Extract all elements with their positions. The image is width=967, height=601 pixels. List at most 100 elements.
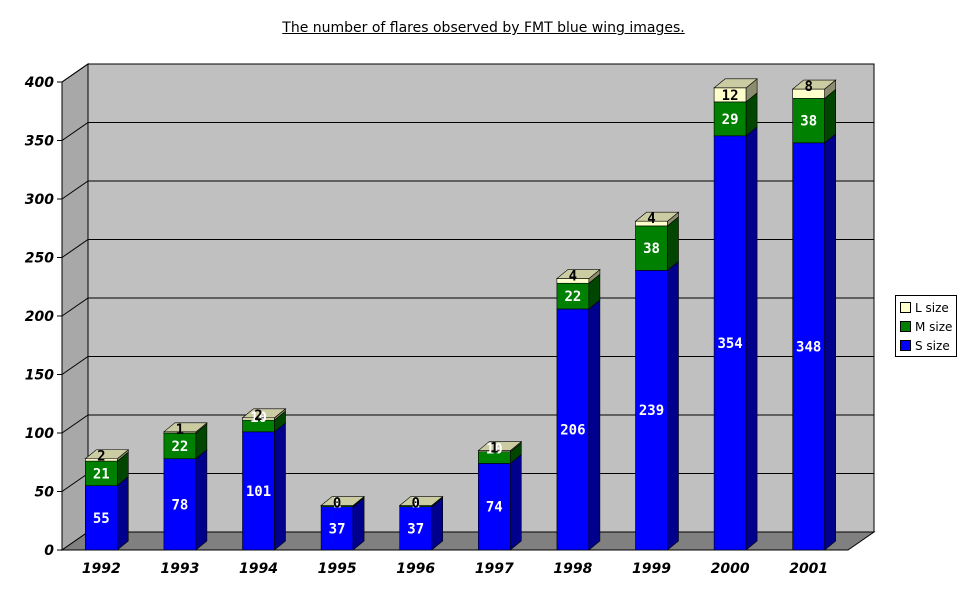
bar-side <box>588 299 601 551</box>
legend-label: L size <box>915 300 949 315</box>
bar-side <box>745 126 758 551</box>
bars <box>84 78 837 551</box>
bar-segment <box>713 78 758 103</box>
gridline <box>61 122 874 141</box>
data-label: 1 <box>411 496 419 512</box>
data-label: 101 <box>246 484 271 500</box>
bar-side <box>667 260 679 551</box>
legend: L size M size S size <box>895 295 957 357</box>
x-tick-label: 2001 <box>789 561 828 577</box>
gridline <box>61 180 874 200</box>
bar-top <box>398 496 444 506</box>
data-label: 0 <box>333 496 341 512</box>
gridline <box>61 297 874 317</box>
bar-segment <box>635 260 679 551</box>
bar-segment <box>556 299 601 551</box>
y-tick-label: 150 <box>25 368 54 384</box>
y-axis: 0 50 100 150 200 250 300 350 400 <box>24 75 63 559</box>
legend-item: S size <box>900 336 956 355</box>
data-label: 348 <box>796 339 821 355</box>
x-tick-label: 1993 <box>160 561 199 577</box>
bar-segment <box>399 497 444 551</box>
bar-front <box>242 431 275 551</box>
bar-segment <box>556 273 601 310</box>
y-tick-label: 100 <box>25 426 54 442</box>
y-tick-label: 400 <box>24 75 54 91</box>
data-label: 2 <box>254 408 262 424</box>
data-label: 37 <box>407 521 424 537</box>
data-label: 10 <box>250 410 267 426</box>
bar-segment <box>320 497 365 551</box>
chart-title: The number of flares observed by FMT blu… <box>282 20 685 36</box>
data-label: 74 <box>486 500 503 516</box>
bar-side <box>824 133 837 551</box>
bar-top <box>791 79 837 90</box>
data-label: 4 <box>647 211 655 227</box>
data-label: 239 <box>639 403 664 419</box>
bar-front <box>792 142 826 551</box>
bar-front <box>635 225 668 271</box>
bar-front <box>792 98 826 144</box>
bar-segment <box>713 92 758 137</box>
bar-front <box>635 270 668 551</box>
data-label: 12 <box>722 88 739 104</box>
data-label: 4 <box>569 269 577 285</box>
bar-segment <box>398 496 444 506</box>
bar-segment <box>163 422 208 434</box>
bar-side <box>274 422 286 551</box>
data-label: 0 <box>411 496 419 512</box>
legend-swatch <box>900 302 911 313</box>
data-label: 10 <box>486 442 503 458</box>
data-label: 78 <box>171 497 188 513</box>
gridline <box>61 63 874 83</box>
bar-segment <box>792 88 837 144</box>
y-tick-label: 200 <box>25 309 54 325</box>
bar-segment <box>477 440 523 453</box>
legend-item: L size <box>900 298 956 317</box>
bar-top <box>241 408 287 419</box>
data-label: 38 <box>800 114 817 130</box>
y-tick-label: 350 <box>25 134 54 150</box>
bar-top <box>477 441 523 451</box>
data-label: 55 <box>93 511 110 527</box>
bar-top <box>163 422 208 433</box>
data-label: 2 <box>97 449 105 465</box>
bar-segment <box>84 449 130 462</box>
data-label: 8 <box>804 79 812 95</box>
y-tick-label: 0 <box>44 543 54 559</box>
data-label: 37 <box>329 521 346 537</box>
data-label: 21 <box>93 466 110 482</box>
bar-segment <box>477 453 522 551</box>
y-tick-label: 300 <box>25 192 54 208</box>
x-tick-label: 1998 <box>553 561 592 577</box>
bar-segment <box>241 408 287 421</box>
bar-side <box>509 453 522 551</box>
bar-segment <box>635 216 679 272</box>
bar-segment <box>556 268 601 284</box>
bar-top <box>320 496 365 506</box>
legend-swatch <box>900 340 911 351</box>
bar-front <box>163 432 197 460</box>
bar-front <box>163 458 197 551</box>
gridline <box>61 414 874 434</box>
bar-front <box>85 485 118 551</box>
bar-segment <box>634 211 680 227</box>
data-label: 1 <box>333 496 341 512</box>
bar-top <box>713 78 758 89</box>
y-tick-label: 50 <box>35 485 55 501</box>
bar-front <box>477 463 511 551</box>
legend-label: M size <box>915 319 953 334</box>
data-label: 1 <box>176 422 184 438</box>
x-tick-label: 1994 <box>239 561 278 577</box>
bar-front <box>556 308 590 551</box>
bar-segment <box>85 476 129 551</box>
data-label: 1 <box>490 441 498 457</box>
bar-segment <box>792 133 837 551</box>
bar-top <box>634 211 680 222</box>
legend-item: M size <box>900 317 956 336</box>
x-tick-label: 1995 <box>318 561 357 577</box>
bar-segment <box>163 423 208 460</box>
bar-segment <box>791 79 837 100</box>
